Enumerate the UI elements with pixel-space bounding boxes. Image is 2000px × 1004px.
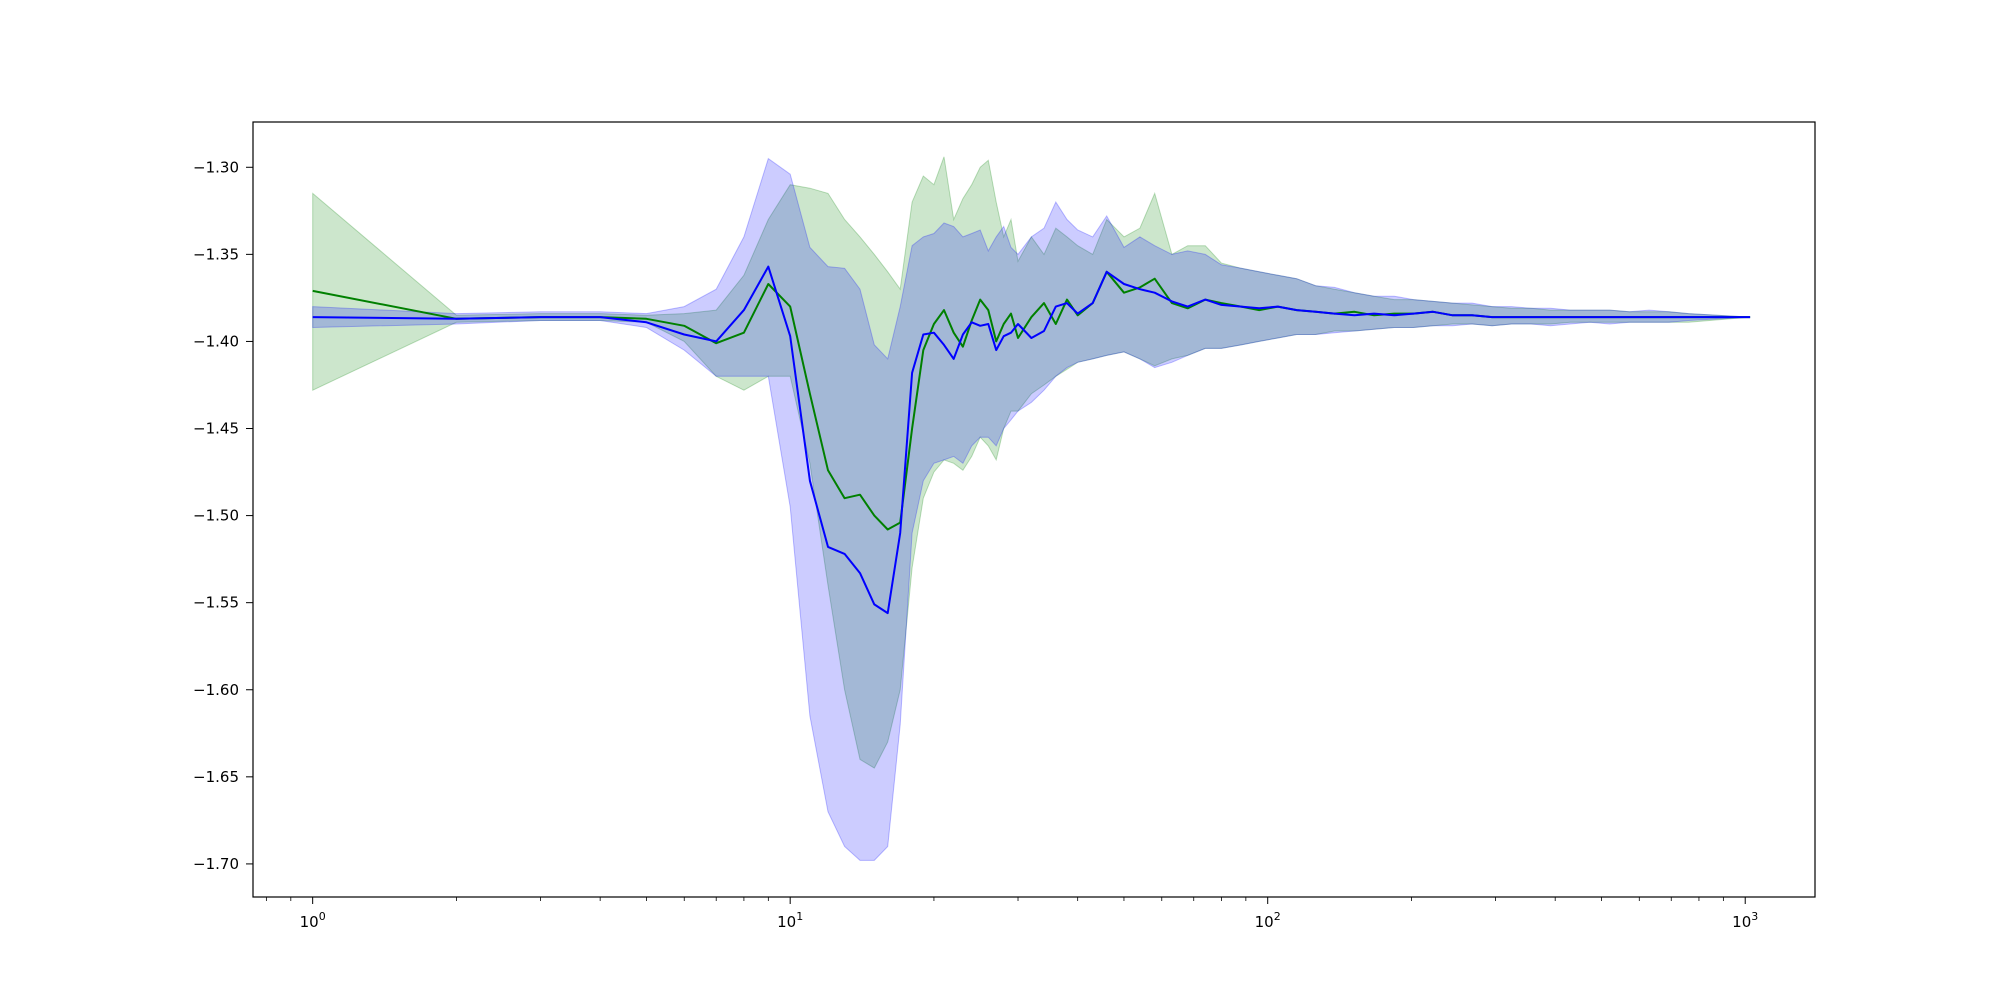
y-tick-label: −1.50 <box>193 507 239 525</box>
y-tick-label: −1.70 <box>193 855 239 873</box>
y-tick-label: −1.30 <box>193 158 239 176</box>
x-tick-label: 100 <box>300 910 326 931</box>
series-lines <box>312 265 1751 615</box>
plot-frame <box>252 121 1816 898</box>
x-tick-label: 102 <box>1255 910 1281 931</box>
y-tick-label: −1.45 <box>193 420 239 438</box>
x-tick-label: 103 <box>1732 910 1758 931</box>
series-2-line <box>312 265 1751 615</box>
x-axis: 100 101 102 103 <box>265 897 1758 931</box>
y-tick-label: −1.65 <box>193 768 239 786</box>
y-tick-label: −1.55 <box>193 594 239 612</box>
y-tick-label: −1.40 <box>193 332 239 350</box>
y-tick-label: −1.35 <box>193 245 239 263</box>
x-tick-label: 101 <box>777 910 803 931</box>
series-1-band <box>312 156 1751 769</box>
y-axis: −1.30 −1.35 −1.40 −1.45 −1.50 −1.55 −1.60 −1.65… <box>193 158 253 873</box>
series-2-band <box>312 157 1751 861</box>
y-tick-label: −1.60 <box>193 681 239 699</box>
confidence-bands <box>312 156 1751 861</box>
